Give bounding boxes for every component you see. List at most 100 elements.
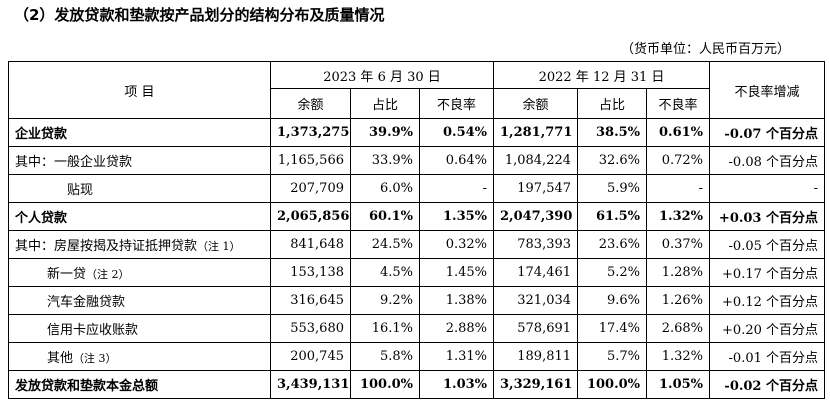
table-row: 个人贷款 2,065,856 60.1% 1.35% 2,047,390 61.5% 1.3… <box>8 202 826 231</box>
npl-2023h1-cell: - <box>418 174 495 203</box>
npl-2022ye-cell: 2.68% <box>646 314 711 343</box>
npl-2022ye-cell: 1.05% <box>646 370 711 399</box>
npl-2023h1-cell: 1.45% <box>418 258 495 287</box>
row-label-cell: 其中：一般企业贷款 <box>8 146 271 175</box>
balance-2022ye-cell: 1,281,771 <box>493 118 579 147</box>
npl-2023h1-cell: 0.54% <box>418 118 495 147</box>
row-label-cell: 信用卡应收账款 <box>8 314 271 343</box>
npl-change-cell: -0.02 个百分点 <box>709 370 826 399</box>
share-2023h1-cell: 33.9% <box>350 146 420 175</box>
row-label-cell: 贴现 <box>8 174 271 203</box>
npl-2022ye-cell: 0.37% <box>646 230 711 259</box>
npl-change-cell: - <box>709 174 826 203</box>
row-label-cell: 企业贷款 <box>8 118 271 147</box>
share-2022ye-cell: 5.9% <box>577 174 648 203</box>
balance-2022ye-cell: 783,393 <box>493 230 579 259</box>
table-row: 其中：一般企业贷款 1,165,566 33.9% 0.64% 1,084,224 32.… <box>8 146 826 175</box>
npl-change-cell: -0.08 个百分点 <box>709 146 826 175</box>
row-label-cell: 个人贷款 <box>8 202 271 231</box>
row-label-cell: 其他（注 3） <box>8 342 271 371</box>
npl-change-cell: -0.01 个百分点 <box>709 342 826 371</box>
row-label-cell: 发放贷款和垫款本金总额 <box>8 370 271 399</box>
share-2023h1-cell: 5.8% <box>350 342 420 371</box>
balance-2022ye-cell: 578,691 <box>493 314 579 343</box>
share-2023h1-cell: 16.1% <box>350 314 420 343</box>
row-label: 新一贷 <box>47 267 87 282</box>
npl-2022ye-cell: - <box>646 174 711 203</box>
row-note: （注 3） <box>73 352 117 365</box>
balance-2023h1-cell: 841,648 <box>270 230 351 259</box>
share-2022ye-cell: 23.6% <box>577 230 648 259</box>
share-2023h1-cell: 60.1% <box>350 202 420 231</box>
share-2023h1-cell: 100.0% <box>350 370 420 399</box>
header-share: 占比 <box>350 88 420 119</box>
row-note: （注 1） <box>197 240 241 253</box>
npl-2022ye-cell: 1.32% <box>646 342 711 371</box>
npl-change-cell: +0.12 个百分点 <box>709 286 826 315</box>
header-npl: 不良率 <box>646 88 711 119</box>
row-label: 个人贷款 <box>15 211 68 226</box>
share-2023h1-cell: 24.5% <box>350 230 420 259</box>
row-label-cell: 汽车金融贷款 <box>8 286 271 315</box>
section-title: （2）发放贷款和垫款按产品划分的结构分布及质量情况 <box>14 6 385 24</box>
row-label: 汽车金融贷款 <box>47 295 126 310</box>
table-row: 企业贷款 1,373,275 39.9% 0.54% 1,281,771 38.5% 0.6… <box>8 118 826 147</box>
table-row: 新一贷（注 2） 153,138 4.5% 1.45% 174,461 5.2% 1.28%… <box>8 258 826 287</box>
balance-2022ye-cell: 2,047,390 <box>493 202 579 231</box>
table-row: 汽车金融贷款 316,645 9.2% 1.38% 321,034 9.6% 1.26% +0… <box>8 286 826 315</box>
table-row: 其他（注 3） 200,745 5.8% 1.31% 189,811 5.7% 1.32% -… <box>8 342 826 371</box>
header-npl: 不良率 <box>418 88 495 119</box>
header-npl-change: 不良率增减 <box>709 61 826 119</box>
share-2022ye-cell: 61.5% <box>577 202 648 231</box>
header-balance: 余额 <box>270 88 351 119</box>
share-2023h1-cell: 6.0% <box>350 174 420 203</box>
header-row-1: 项 目 2023 年 6 月 30 日 2022 年 12 月 31 日 不良率… <box>8 61 826 119</box>
row-label: 其中：一般企业贷款 <box>15 155 133 170</box>
balance-2022ye-cell: 189,811 <box>493 342 579 371</box>
balance-2023h1-cell: 553,680 <box>270 314 351 343</box>
header-period-2022ye: 2022 年 12 月 31 日 <box>493 61 711 89</box>
share-2022ye-cell: 17.4% <box>577 314 648 343</box>
row-label: 发放贷款和垫款本金总额 <box>15 379 159 394</box>
npl-2022ye-cell: 0.61% <box>646 118 711 147</box>
table-row: 贴现 207,709 6.0% -197,547 5.9% - - <box>8 174 826 203</box>
table-row: 其中：房屋按揭及持证抵押贷款（注 1） 841,648 24.5% 0.32% 783,… <box>8 230 826 259</box>
balance-2022ye-cell: 1,084,224 <box>493 146 579 175</box>
balance-2022ye-cell: 3,329,161 <box>493 370 579 399</box>
balance-2022ye-cell: 321,034 <box>493 286 579 315</box>
share-2022ye-cell: 9.6% <box>577 286 648 315</box>
share-2022ye-cell: 5.7% <box>577 342 648 371</box>
share-2022ye-cell: 38.5% <box>577 118 648 147</box>
npl-2023h1-cell: 1.03% <box>418 370 495 399</box>
share-2023h1-cell: 39.9% <box>350 118 420 147</box>
row-label: 信用卡应收账款 <box>47 323 139 338</box>
npl-2022ye-cell: 1.26% <box>646 286 711 315</box>
header-row-2: 余额 占比 不良率 余额 占比 不良率 <box>9 88 825 119</box>
npl-change-cell: +0.20 个百分点 <box>709 314 826 343</box>
row-label-cell: 其中：房屋按揭及持证抵押贷款（注 1） <box>8 230 271 259</box>
share-2022ye-cell: 100.0% <box>577 370 648 399</box>
npl-change-cell: +0.17 个百分点 <box>709 258 826 287</box>
npl-2023h1-cell: 1.31% <box>418 342 495 371</box>
balance-2023h1-cell: 1,373,275 <box>270 118 351 147</box>
balance-2023h1-cell: 200,745 <box>270 342 351 371</box>
npl-change-cell: -0.07 个百分点 <box>709 118 826 147</box>
share-2022ye-cell: 32.6% <box>577 146 648 175</box>
row-note: （注 2） <box>86 268 130 281</box>
npl-2022ye-cell: 0.72% <box>646 146 711 175</box>
balance-2023h1-cell: 3,439,131 <box>270 370 351 399</box>
balance-2023h1-cell: 1,165,566 <box>270 146 351 175</box>
npl-2023h1-cell: 1.35% <box>418 202 495 231</box>
npl-2023h1-cell: 1.38% <box>418 286 495 315</box>
share-2022ye-cell: 5.2% <box>577 258 648 287</box>
table-row: 信用卡应收账款 553,680 16.1% 2.88% 578,691 17.4% 2.68… <box>8 314 826 343</box>
balance-2023h1-cell: 153,138 <box>270 258 351 287</box>
header-balance: 余额 <box>493 88 579 119</box>
balance-2022ye-cell: 197,547 <box>493 174 579 203</box>
share-2023h1-cell: 9.2% <box>350 286 420 315</box>
header-period-2023h1: 2023 年 6 月 30 日 <box>269 61 495 89</box>
npl-change-cell: -0.05 个百分点 <box>709 230 826 259</box>
share-2023h1-cell: 4.5% <box>350 258 420 287</box>
balance-2023h1-cell: 316,645 <box>270 286 351 315</box>
row-label: 其他 <box>47 351 74 366</box>
